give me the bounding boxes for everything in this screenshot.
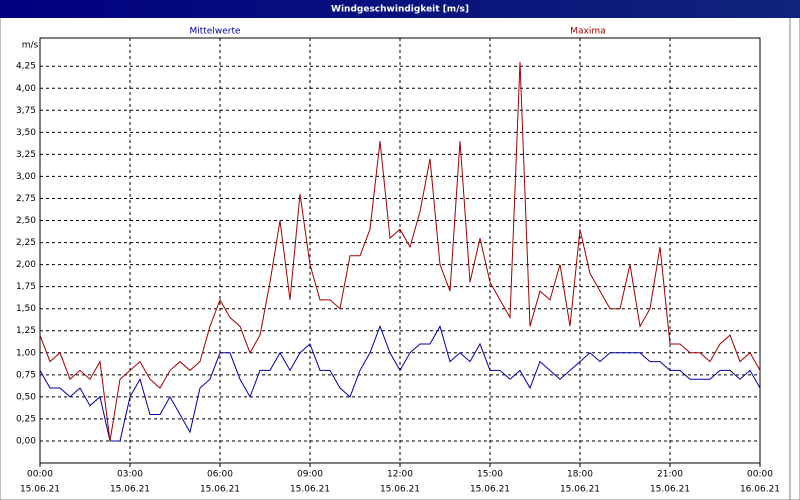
- x-tick-label: 12:00: [387, 470, 413, 480]
- x-tick-label: 00:00: [747, 470, 773, 480]
- x-tick-label: 21:00: [657, 470, 683, 480]
- y-tick-label: 0,75: [16, 370, 36, 380]
- y-tick-label: 2,75: [16, 194, 36, 204]
- x-tick-label: 00:00: [27, 470, 53, 480]
- y-tick-label: 2,00: [16, 260, 36, 270]
- data-line: [39, 61, 761, 442]
- y-tick-label: 0,50: [16, 392, 36, 402]
- y-tick-label: 3,25: [16, 150, 36, 160]
- x-tick-date: 15.06.21: [560, 485, 600, 495]
- chart-title: Windgeschwindigkeit [m/s]: [331, 5, 469, 15]
- y-tick-label: 1,25: [16, 326, 36, 336]
- x-tick-date: 15.06.21: [380, 485, 420, 495]
- y-tick-label: 2,25: [16, 238, 36, 248]
- x-tick-date: 16.06.21: [740, 485, 780, 495]
- x-tick-date: 15.06.21: [110, 485, 150, 495]
- y-tick-label: 0,00: [16, 436, 36, 446]
- x-tick-label: 18:00: [567, 470, 593, 480]
- y-tick-label: 1,00: [16, 348, 36, 358]
- y-tick-label: 4,00: [16, 84, 36, 94]
- data-line: [39, 324, 761, 442]
- y-axis-label: m/s: [22, 41, 39, 51]
- y-tick-label: 0,25: [16, 414, 36, 424]
- y-tick-label: 1,75: [16, 282, 36, 292]
- y-tick-label: 3,75: [16, 106, 36, 116]
- y-tick-label: 3,50: [16, 128, 36, 138]
- x-tick-label: 06:00: [207, 470, 233, 480]
- title-bar: [0, 0, 800, 18]
- x-tick-label: 09:00: [297, 470, 323, 480]
- x-tick-label: 15:00: [477, 470, 503, 480]
- y-tick-label: 4,25: [16, 62, 36, 72]
- x-tick-date: 15.06.21: [20, 485, 60, 495]
- x-tick-date: 15.06.21: [290, 485, 330, 495]
- x-tick-date: 15.06.21: [200, 485, 240, 495]
- legend-entry: Mittelwerte: [189, 27, 240, 37]
- y-tick-label: 3,00: [16, 172, 36, 182]
- y-tick-label: 2,50: [16, 216, 36, 226]
- y-tick-label: 1,50: [16, 304, 36, 314]
- legend-entry: Maxima: [570, 27, 605, 37]
- x-tick-date: 15.06.21: [650, 485, 690, 495]
- x-tick-label: 03:00: [117, 470, 143, 480]
- x-tick-date: 15.06.21: [470, 485, 510, 495]
